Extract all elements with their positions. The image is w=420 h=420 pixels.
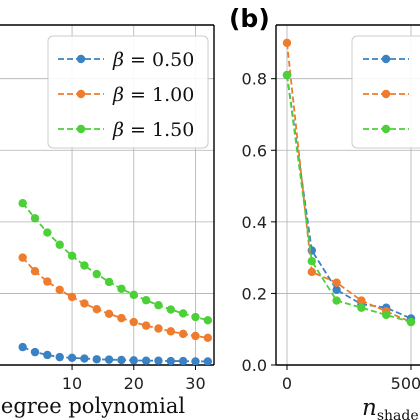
panel-a-point bbox=[141, 321, 151, 330]
panel-b-legend-swatch-marker bbox=[381, 54, 391, 64]
panel-b-series bbox=[282, 38, 416, 327]
panel-a-point bbox=[178, 329, 188, 339]
panel-b-y-tick-label: 0.0 bbox=[242, 356, 267, 375]
panel-a-point bbox=[55, 240, 64, 249]
panel-b-x-tick-label: 0 bbox=[282, 374, 292, 393]
panel-b-series-line-0 bbox=[286, 74, 412, 320]
panel-a-point bbox=[67, 292, 77, 302]
panel-a-point bbox=[166, 327, 175, 336]
panel-b-y-tick-label: 0.4 bbox=[242, 213, 267, 232]
panel-a-point bbox=[117, 355, 126, 365]
panel-a-point bbox=[30, 347, 40, 357]
legend-box bbox=[47, 35, 209, 149]
panel-a-point bbox=[117, 284, 126, 293]
panel-a-point bbox=[104, 355, 114, 364]
panel-b-legend bbox=[351, 35, 420, 149]
panel-a-point bbox=[67, 251, 77, 261]
panel-a-point bbox=[129, 290, 138, 300]
legend-label: β = 0.50 bbox=[112, 49, 194, 71]
panel-a-point bbox=[67, 353, 77, 363]
panel-a-series-line-2 bbox=[21, 202, 209, 322]
panel-a-point bbox=[55, 352, 64, 362]
panel-b-legend-swatch-marker bbox=[381, 89, 391, 99]
panel-b: (b) 0.0 0.2 0.4 0.6 0.8 0 5000 nshade bbox=[229, 4, 420, 420]
panel-a-point bbox=[191, 357, 200, 365]
panel-b-point bbox=[382, 310, 391, 320]
legend-swatch-marker bbox=[76, 89, 86, 99]
panel-a-point bbox=[203, 333, 213, 342]
panel-a-point bbox=[43, 228, 52, 237]
panel-b-x-ticks: 0 5000 bbox=[282, 365, 420, 393]
panel-b-point bbox=[332, 296, 341, 305]
panel-a-point bbox=[104, 277, 114, 287]
panel-a-point bbox=[203, 316, 213, 325]
panel-a-point bbox=[166, 305, 175, 314]
panel-b-point bbox=[282, 70, 292, 80]
panel-a-point bbox=[154, 356, 163, 365]
panel-a-point bbox=[117, 313, 126, 323]
panel-a-point bbox=[92, 304, 101, 314]
panel-b-label: (b) bbox=[229, 4, 270, 33]
panel-a-series bbox=[18, 199, 213, 365]
panel-a-point bbox=[178, 309, 188, 318]
panel-b-legend-swatch-marker bbox=[381, 124, 391, 134]
panel-a-point bbox=[30, 267, 40, 276]
panel-a-point bbox=[141, 356, 151, 365]
panel-a-point bbox=[18, 253, 27, 262]
panel-a-point bbox=[166, 356, 175, 365]
panel-b-point bbox=[406, 317, 416, 327]
legend-swatch-marker bbox=[76, 54, 86, 64]
panel-a-point bbox=[18, 342, 27, 352]
panel-b-point bbox=[332, 285, 341, 295]
panel-a-point bbox=[80, 299, 89, 308]
panel-a-point bbox=[92, 269, 101, 279]
panel-a-point bbox=[92, 355, 101, 364]
panel-a-series-line-0 bbox=[22, 346, 208, 363]
legend: β = 0.50 β = 1.00 β = 1.50 bbox=[47, 35, 209, 149]
panel-a-point bbox=[203, 357, 213, 365]
panel-b-point bbox=[307, 267, 316, 277]
panel-a-point bbox=[104, 309, 114, 319]
panel-a-x-ticks: 10 20 30 bbox=[62, 365, 206, 393]
legend-label: β = 1.00 bbox=[112, 84, 194, 106]
panel-a-point bbox=[43, 350, 52, 360]
legend-swatch-marker bbox=[76, 124, 86, 134]
panel-a-x-tick-label: 10 bbox=[62, 374, 82, 393]
panel-b-x-axis-title: nshade bbox=[362, 395, 419, 420]
panel-b-point bbox=[332, 278, 341, 287]
legend-label: β = 1.50 bbox=[112, 119, 194, 141]
panel-a-point bbox=[154, 301, 163, 310]
panel-a-point bbox=[129, 317, 138, 327]
panel-b-x-tick-label: 5000 bbox=[391, 374, 420, 393]
panel-b-point bbox=[357, 296, 366, 305]
panel-a-point bbox=[55, 285, 64, 295]
panel-a-x-tick-label: 20 bbox=[124, 374, 144, 393]
panel-a-point bbox=[191, 312, 200, 322]
panel-b-point bbox=[282, 38, 292, 48]
panel-a-point bbox=[18, 199, 27, 208]
panel-b-series-line-2 bbox=[286, 74, 412, 323]
panel-a-point bbox=[43, 277, 52, 286]
panel-a-point bbox=[178, 356, 188, 365]
panel-a: 10 20 30 egree polynomial β = 0.50 β = 1.00… bbox=[0, 24, 215, 418]
panel-b-point bbox=[357, 303, 366, 312]
panel-a-point bbox=[129, 356, 138, 365]
panel-b-point bbox=[307, 257, 316, 266]
panel-b-y-tick-label: 0.8 bbox=[242, 70, 267, 89]
panel-a-series-line-1 bbox=[22, 257, 208, 339]
panel-a-point bbox=[154, 324, 163, 333]
panel-b-y-tick-label: 0.6 bbox=[242, 141, 267, 160]
panel-a-x-axis-title: egree polynomial bbox=[1, 394, 185, 418]
panel-b-series-line-1 bbox=[286, 42, 412, 323]
panel-b-y-tick-label: 0.2 bbox=[242, 284, 267, 303]
panel-a-x-tick-label: 30 bbox=[185, 374, 205, 393]
panel-a-point bbox=[141, 296, 151, 305]
panel-a-point bbox=[30, 214, 40, 223]
panel-a-point bbox=[80, 354, 89, 363]
panel-a-point bbox=[191, 331, 200, 341]
panel-a-point bbox=[80, 261, 89, 270]
panel-b-y-ticks: 0.0 0.2 0.4 0.6 0.8 bbox=[242, 70, 276, 375]
